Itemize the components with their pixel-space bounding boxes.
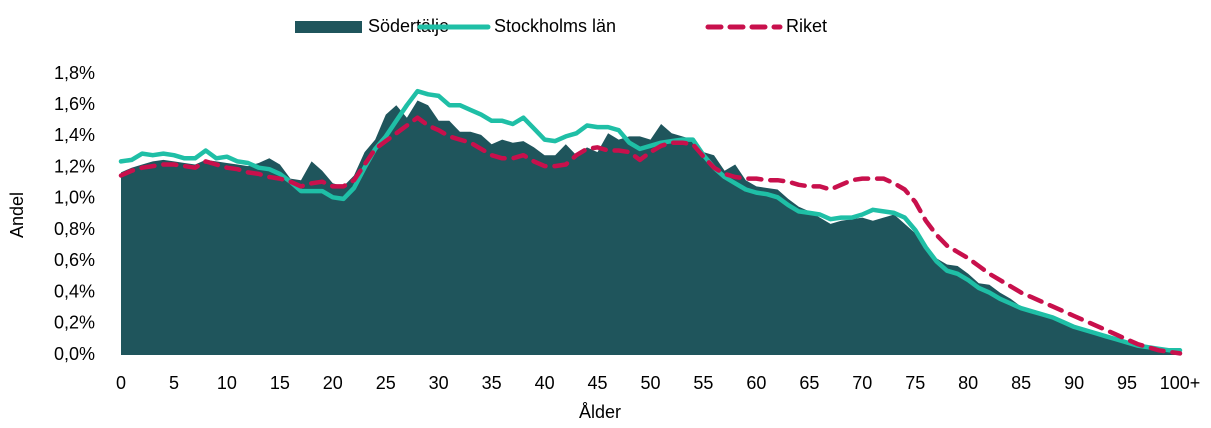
x-tick-label: 95 xyxy=(1117,373,1137,393)
x-tick-label: 15 xyxy=(270,373,290,393)
y-tick-label: 1,6% xyxy=(54,94,95,114)
x-tick-label: 40 xyxy=(535,373,555,393)
x-tick-label: 100+ xyxy=(1160,373,1201,393)
legend-label: Stockholms län xyxy=(494,16,616,36)
x-tick-label: 20 xyxy=(323,373,343,393)
x-tick-label: 45 xyxy=(588,373,608,393)
y-tick-label: 0,2% xyxy=(54,313,95,333)
y-tick-label: 1,2% xyxy=(54,156,95,176)
x-tick-label: 0 xyxy=(116,373,126,393)
x-tick-label: 5 xyxy=(169,373,179,393)
x-tick-label: 75 xyxy=(905,373,925,393)
y-tick-label: 1,8% xyxy=(54,63,95,83)
x-tick-label: 10 xyxy=(217,373,237,393)
line xyxy=(118,88,1183,353)
x-tick-label: 60 xyxy=(746,373,766,393)
area xyxy=(121,100,1180,355)
x-tick-label: 70 xyxy=(852,373,872,393)
line xyxy=(118,115,1183,356)
x-axis-title: Ålder xyxy=(579,402,621,422)
legend-swatch xyxy=(295,21,362,33)
x-tick-label: 35 xyxy=(482,373,502,393)
legend-label: Södertälje xyxy=(368,16,449,36)
y-tick-label: 0,0% xyxy=(54,344,95,364)
legend-label: Riket xyxy=(786,16,827,36)
x-tick-label: 65 xyxy=(799,373,819,393)
x-tick-label: 90 xyxy=(1064,373,1084,393)
x-tick-label: 50 xyxy=(640,373,660,393)
y-tick-label: 1,4% xyxy=(54,125,95,145)
y-tick-label: 0,8% xyxy=(54,219,95,239)
y-axis-title: Andel xyxy=(7,192,27,238)
x-tick-label: 30 xyxy=(429,373,449,393)
y-tick-label: 1,0% xyxy=(54,188,95,208)
y-tick-label: 0,4% xyxy=(54,281,95,301)
x-tick-label: 25 xyxy=(376,373,396,393)
x-tick-label: 80 xyxy=(958,373,978,393)
y-tick-label: 0,6% xyxy=(54,250,95,270)
x-tick-label: 85 xyxy=(1011,373,1031,393)
x-tick-label: 55 xyxy=(693,373,713,393)
